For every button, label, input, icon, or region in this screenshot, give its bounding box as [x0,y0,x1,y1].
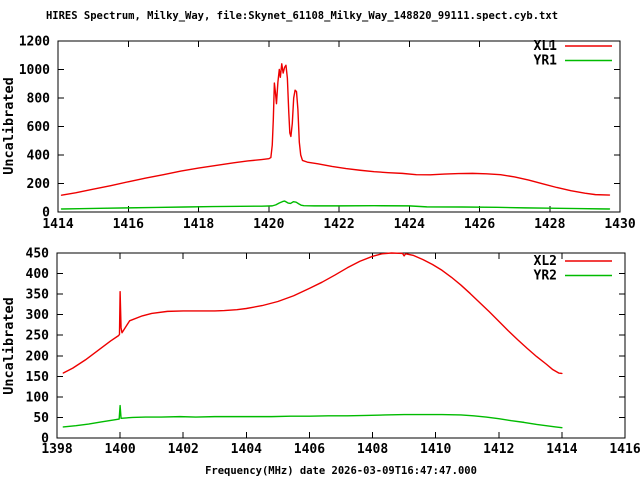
top-spectrum-panel: 1414 1416 1418 1420 1422 1424 1426 1428 1430 0 200… [1,35,636,233]
x-tick-label: 1400 [104,442,135,457]
x-tick-label: 1414 [546,442,577,457]
y-axis-label: Uncalibrated [1,77,17,175]
y-tick-label: 1200 [19,35,50,50]
x-tick-label: 1422 [323,217,354,232]
x-tick-label: 1408 [357,442,388,457]
x-tick-label: 1398 [41,442,72,457]
y-tick-label: 50 [33,411,49,426]
x-tick-label: 1420 [253,217,284,232]
series-line-YR2 [62,404,563,429]
x-tick-label: 1404 [231,442,262,457]
y-tick-label: 0 [42,206,50,221]
y-tick-label: 600 [27,120,51,135]
x-tick-label: 1416 [113,217,144,232]
y-tick-label: 450 [26,247,50,262]
y-tick-label: 100 [26,390,50,405]
x-tick-label: 1414 [42,217,73,232]
legend-label-XL1: XL1 [534,39,558,54]
y-tick-label: 200 [27,177,51,192]
x-tick-label: 1402 [168,442,199,457]
legend-label-XL2: XL2 [534,254,557,269]
y-axis-label: Uncalibrated [1,297,17,395]
y-tick-label: 150 [26,370,50,385]
y-tick-label: 800 [27,92,51,107]
x-tick-label: 1424 [394,217,425,232]
x-tick-label: 1410 [420,442,451,457]
x-axis-label: Frequency(MHz) date 2026-03-09T16:47:47.… [205,465,477,477]
x-tick-label: 1428 [534,217,565,232]
x-tick-label: 1418 [183,217,214,232]
y-tick-label: 400 [26,267,50,282]
y-tick-label: 300 [26,308,50,323]
chart-title: HIRES Spectrum, Milky_Way, file:Skynet_6… [46,10,558,22]
legend-label-YR2: YR2 [534,269,557,284]
y-tick-label: 1000 [19,63,50,78]
legend-label-YR1: YR1 [534,54,558,69]
series-line-XL1 [60,63,611,196]
y-tick-label: 350 [26,288,50,303]
y-tick-label: 0 [41,432,49,447]
y-tick-label: 400 [27,149,51,164]
x-tick-label: 1430 [604,217,635,232]
x-tick-label: 1406 [294,442,325,457]
plot-border [56,252,626,439]
x-tick-label: 1412 [483,442,514,457]
x-tick-label: 1416 [609,442,640,457]
series-line-YR1 [60,200,611,210]
series-line-XL2 [62,252,563,375]
y-tick-label: 200 [26,349,50,364]
x-tick-label: 1426 [464,217,495,232]
bottom-spectrum-panel: 1398 1400 1402 1404 1406 1408 1410 1412 1414 1416… [1,247,640,458]
y-tick-label: 250 [26,329,50,344]
